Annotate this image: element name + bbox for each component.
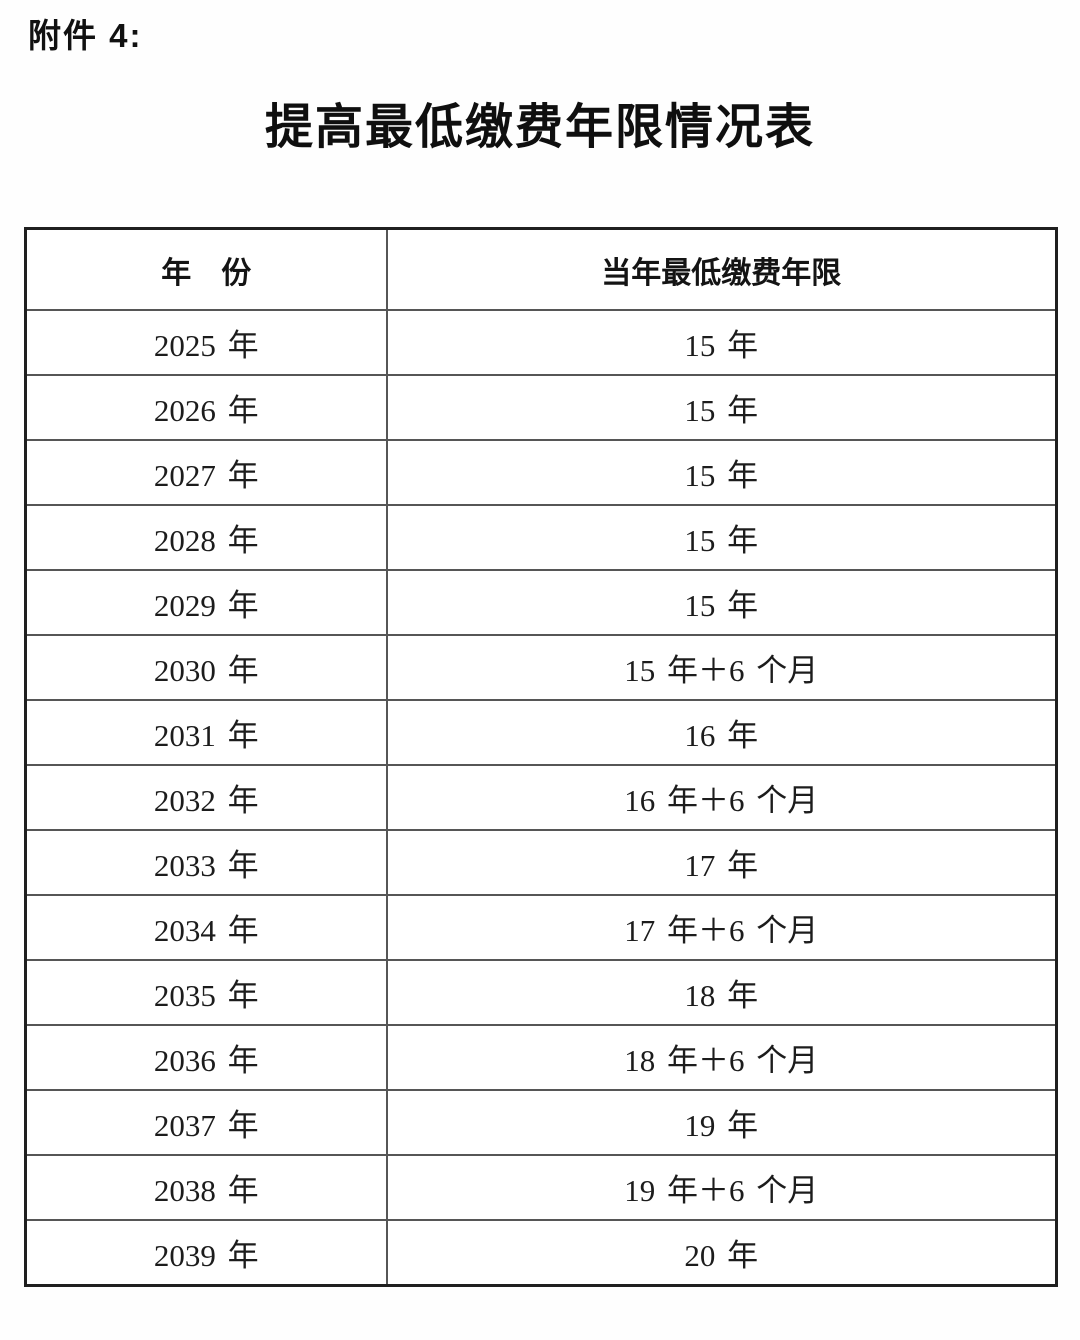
min-years-cell: 16 年 — [385, 699, 1058, 766]
year-cell: 2029 年 — [24, 569, 388, 636]
year-cell: 2033 年 — [24, 829, 388, 896]
year-cell: 2031 年 — [24, 699, 388, 766]
min-years-cell: 20 年 — [385, 1219, 1058, 1287]
min-years-cell: 19 年 — [385, 1089, 1058, 1156]
year-cell: 2037 年 — [24, 1089, 388, 1156]
min-years-cell: 15 年＋6 个月 — [385, 634, 1058, 701]
table-row: 2039 年 20 年 — [24, 1219, 1058, 1287]
min-years-cell: 16 年＋6 个月 — [385, 764, 1058, 831]
year-cell: 2030 年 — [24, 634, 388, 701]
year-cell: 2028 年 — [24, 504, 388, 571]
table-row: 2032 年 16 年＋6 个月 — [24, 764, 1058, 831]
table-row: 2036 年 18 年＋6 个月 — [24, 1024, 1058, 1091]
table-row: 2031 年 16 年 — [24, 699, 1058, 766]
min-years-cell: 15 年 — [385, 504, 1058, 571]
min-contribution-years-table: 年 份 当年最低缴费年限 2025 年 15 年 2026 年 15 年 202… — [24, 227, 1058, 1287]
min-years-column-header: 当年最低缴费年限 — [385, 227, 1058, 311]
year-cell: 2026 年 — [24, 374, 388, 441]
table-row: 2027 年 15 年 — [24, 439, 1058, 506]
attachment-label: 附件 4: — [28, 17, 143, 54]
table-row: 2035 年 18 年 — [24, 959, 1058, 1026]
year-cell: 2027 年 — [24, 439, 388, 506]
min-years-cell: 17 年 — [385, 829, 1058, 896]
table-body: 2025 年 15 年 2026 年 15 年 2027 年 15 年 2028… — [24, 309, 1058, 1287]
table-row: 2025 年 15 年 — [24, 309, 1058, 376]
table-row: 2029 年 15 年 — [24, 569, 1058, 636]
min-years-cell: 19 年＋6 个月 — [385, 1154, 1058, 1221]
table-row: 2038 年 19 年＋6 个月 — [24, 1154, 1058, 1221]
min-years-cell: 15 年 — [385, 374, 1058, 441]
min-years-cell: 18 年＋6 个月 — [385, 1024, 1058, 1091]
min-years-cell: 15 年 — [385, 309, 1058, 376]
year-cell: 2036 年 — [24, 1024, 388, 1091]
year-cell: 2035 年 — [24, 959, 388, 1026]
year-cell: 2034 年 — [24, 894, 388, 961]
table-row: 2033 年 17 年 — [24, 829, 1058, 896]
page-title: 提高最低缴费年限情况表 — [264, 101, 815, 154]
table-row: 2037 年 19 年 — [24, 1089, 1058, 1156]
year-cell: 2032 年 — [24, 764, 388, 831]
year-column-header: 年 份 — [24, 227, 388, 311]
min-years-cell: 17 年＋6 个月 — [385, 894, 1058, 961]
year-cell: 2025 年 — [24, 309, 388, 376]
year-cell: 2038 年 — [24, 1154, 388, 1221]
year-cell: 2039 年 — [24, 1219, 388, 1287]
table-row: 2034 年 17 年＋6 个月 — [24, 894, 1058, 961]
min-years-cell: 15 年 — [385, 439, 1058, 506]
min-years-cell: 15 年 — [385, 569, 1058, 636]
table-row: 2028 年 15 年 — [24, 504, 1058, 571]
table-row: 2030 年 15 年＋6 个月 — [24, 634, 1058, 701]
table-row: 2026 年 15 年 — [24, 374, 1058, 441]
table-head: 年 份 当年最低缴费年限 — [24, 227, 1058, 311]
header-row: 年 份 当年最低缴费年限 — [24, 227, 1058, 311]
min-years-cell: 18 年 — [385, 959, 1058, 1026]
